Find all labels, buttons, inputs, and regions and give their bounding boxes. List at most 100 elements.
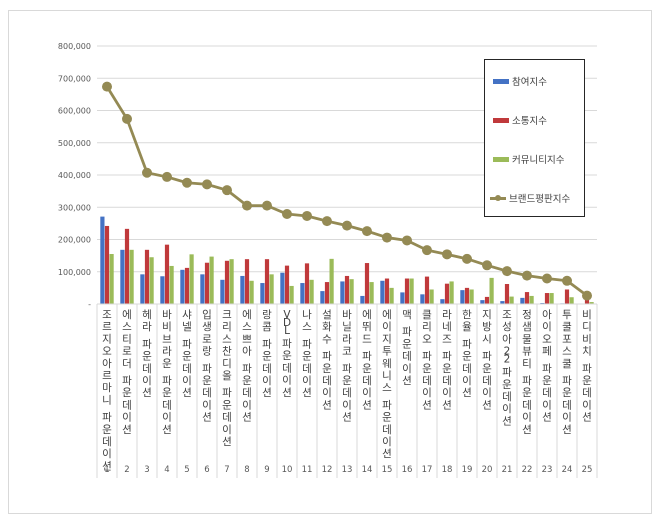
svg-text:입: 입 — [202, 308, 212, 321]
rank-number: 2 — [124, 465, 129, 475]
bar — [164, 244, 170, 304]
bar — [180, 269, 185, 304]
svg-text:데: 데 — [202, 387, 212, 399]
svg-text:로: 로 — [122, 346, 132, 358]
svg-text:페: 페 — [542, 346, 552, 358]
svg-text:나: 나 — [302, 309, 312, 321]
svg-text:파: 파 — [502, 367, 512, 379]
bar — [169, 265, 174, 304]
svg-text:운: 운 — [542, 375, 552, 387]
svg-text:조: 조 — [102, 309, 112, 321]
svg-text:데: 데 — [382, 424, 392, 436]
svg-text:리: 리 — [422, 321, 432, 333]
bar — [500, 301, 505, 304]
svg-text:파: 파 — [322, 351, 332, 363]
svg-text:이: 이 — [142, 375, 152, 387]
svg-text:오: 오 — [422, 333, 432, 345]
y-tick-label: 400,000 — [58, 171, 91, 180]
svg-text:방: 방 — [482, 321, 492, 333]
bar — [389, 287, 394, 304]
svg-text:운: 운 — [102, 424, 112, 436]
bar — [509, 296, 514, 304]
svg-text:운: 운 — [262, 351, 272, 363]
bar — [569, 297, 574, 304]
svg-text:션: 션 — [222, 436, 232, 448]
svg-text:운: 운 — [142, 351, 152, 363]
svg-text:에: 에 — [362, 309, 372, 321]
rank-number: 5 — [184, 465, 189, 475]
svg-text:파: 파 — [182, 338, 192, 350]
svg-text:운: 운 — [562, 387, 572, 399]
rank-number: 12 — [322, 465, 333, 475]
bar — [109, 254, 114, 304]
svg-text:드: 드 — [362, 333, 372, 345]
svg-text:데: 데 — [182, 363, 192, 375]
svg-text:이: 이 — [122, 412, 132, 424]
legend-line-marker-icon — [490, 194, 506, 201]
svg-text:이: 이 — [422, 387, 432, 399]
svg-text:디: 디 — [582, 321, 592, 333]
legend-label: 소통지수 — [512, 116, 547, 127]
svg-text:데: 데 — [102, 436, 112, 448]
rank-number: 8 — [244, 465, 249, 475]
bar — [360, 295, 365, 304]
svg-text:조: 조 — [502, 309, 512, 321]
bar — [160, 276, 165, 304]
svg-text:이: 이 — [102, 448, 112, 460]
svg-text:이: 이 — [442, 387, 452, 399]
svg-text:션: 션 — [562, 424, 572, 436]
bar — [100, 216, 105, 304]
svg-text:비: 비 — [162, 321, 172, 333]
line-marker — [162, 171, 172, 182]
svg-text:션: 션 — [162, 424, 172, 436]
bar — [424, 276, 430, 304]
legend-item-brand-reputation: 브랜드평판지수 — [490, 191, 570, 205]
svg-text:데: 데 — [522, 399, 532, 411]
svg-text:뛰: 뛰 — [362, 321, 372, 333]
y-tick-label: 100,000 — [58, 268, 91, 277]
svg-text:이: 이 — [162, 412, 172, 424]
svg-text:운: 운 — [182, 351, 192, 363]
bar — [549, 293, 554, 304]
svg-text:쿨: 쿨 — [562, 321, 572, 333]
svg-text:운: 운 — [222, 399, 232, 411]
rank-number: 20 — [482, 465, 493, 475]
svg-text:파: 파 — [522, 375, 532, 387]
y-tick-label: 500,000 — [58, 139, 91, 148]
bar — [329, 258, 334, 304]
svg-text:데: 데 — [402, 351, 412, 363]
line-marker — [102, 81, 112, 92]
bar — [129, 249, 134, 304]
legend-item-community: 커뮤니티지수 — [493, 152, 564, 166]
bar — [404, 278, 410, 304]
svg-text:션: 션 — [422, 399, 432, 411]
line-marker — [362, 226, 372, 237]
svg-text:아: 아 — [542, 309, 552, 321]
svg-text:운: 운 — [322, 363, 332, 375]
svg-text:파: 파 — [362, 351, 372, 363]
svg-text:스: 스 — [242, 321, 252, 333]
svg-text:션: 션 — [402, 375, 412, 387]
legend-swatch-green — [493, 156, 509, 162]
bar — [209, 256, 214, 304]
svg-text:헤: 헤 — [142, 308, 152, 321]
rank-number: 14 — [362, 465, 373, 475]
svg-text:이: 이 — [202, 399, 212, 411]
svg-text:쿨: 쿨 — [562, 358, 572, 370]
svg-text:운: 운 — [502, 379, 512, 391]
bar — [400, 292, 405, 304]
bar — [260, 283, 265, 304]
svg-text:찬: 찬 — [222, 346, 232, 358]
svg-text:션: 션 — [242, 412, 252, 424]
bar — [364, 263, 370, 304]
svg-text:운: 운 — [582, 375, 592, 387]
bar — [584, 299, 590, 304]
svg-text:파: 파 — [422, 351, 432, 363]
svg-text:물: 물 — [522, 333, 532, 345]
svg-text:데: 데 — [262, 363, 272, 375]
bar — [124, 228, 130, 304]
